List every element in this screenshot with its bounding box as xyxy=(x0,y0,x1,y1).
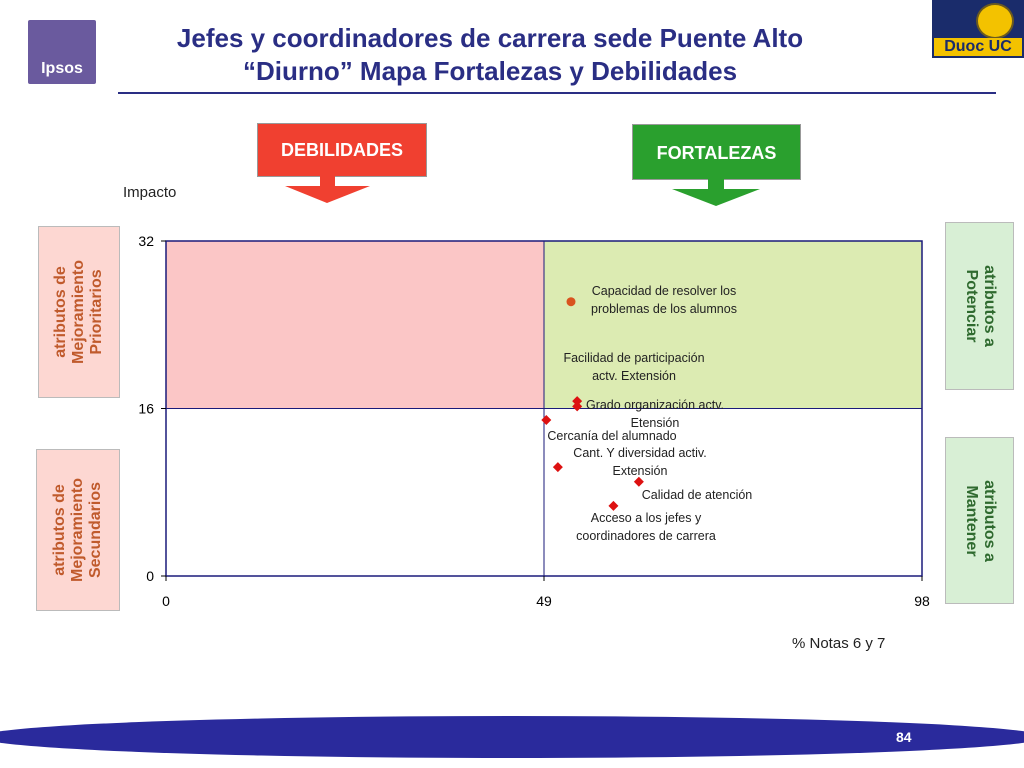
page-title: Jefes y coordinadores de carrera sede Pu… xyxy=(110,22,870,88)
x-axis-label: % Notas 6 y 7 xyxy=(792,635,885,652)
fortalezas-arrow-stem xyxy=(708,178,724,189)
y-tick-label: 16 xyxy=(138,401,154,417)
data-label: Calidad de atención xyxy=(642,488,753,502)
data-label: coordinadores de carrera xyxy=(576,529,716,543)
x-tick-label: 0 xyxy=(162,593,170,609)
data-point xyxy=(633,476,644,487)
data-label: Acceso a los jefes y xyxy=(591,511,702,525)
x-tick-label: 98 xyxy=(914,593,930,609)
data-label: Etensión xyxy=(631,416,680,430)
fortalezas-header: FORTALEZAS xyxy=(632,124,801,180)
x-tick-label: 49 xyxy=(536,593,552,609)
side-label-line: Prioritarios xyxy=(88,269,106,355)
side-label-line: atributos de xyxy=(52,266,70,358)
debilidades-header: DEBILIDADES xyxy=(257,123,427,177)
data-point xyxy=(566,297,576,307)
page-number: 84 xyxy=(896,729,912,745)
side-label-line: Mantener xyxy=(962,484,980,557)
footer-band xyxy=(0,716,1024,758)
data-label: actv. Extensión xyxy=(592,369,676,383)
data-label: Extensión xyxy=(613,464,668,478)
y-tick-label: 0 xyxy=(146,568,154,584)
data-label: Cercanía del alumnado xyxy=(547,429,676,443)
ipsos-logo: Ipsos xyxy=(28,20,96,84)
title-line-1: Jefes y coordinadores de carrera sede Pu… xyxy=(176,23,804,53)
duoc-seal-icon xyxy=(976,3,1014,39)
duoc-uc-logo: Duoc UC xyxy=(932,0,1024,58)
fortalezas-arrow-icon xyxy=(672,189,760,206)
data-label: Grado organización actv. xyxy=(586,398,724,412)
data-point xyxy=(552,462,563,473)
data-label: problemas de los alumnos xyxy=(591,302,737,316)
side-label-line: Mejoramiento xyxy=(69,477,87,583)
data-label: Facilidad de participación xyxy=(563,351,704,365)
y-tick-label: 32 xyxy=(138,233,154,249)
data-point xyxy=(572,401,583,412)
quadrant-fortalezas xyxy=(544,241,922,409)
y-axis-label: Impacto xyxy=(123,184,176,201)
data-point xyxy=(608,500,619,511)
side-label-line: Mejoramiento xyxy=(70,259,88,365)
ipsos-logo-text: Ipsos xyxy=(41,60,83,77)
quadrant-debilidades xyxy=(166,241,544,409)
debilidades-arrow-stem xyxy=(320,175,335,186)
title-divider xyxy=(118,92,996,94)
side-label-line: atributos a xyxy=(980,479,998,562)
side-label-line: atributos de xyxy=(51,484,69,576)
duoc-logo-text: Duoc UC xyxy=(934,38,1022,56)
side-label-line: Potenciar xyxy=(962,269,980,343)
side-label-line: Secundarios xyxy=(87,481,105,579)
data-point xyxy=(572,396,583,407)
mejoramiento-prioritarios-label: atributos de Mejoramiento Prioritarios xyxy=(38,226,120,398)
debilidades-arrow-icon xyxy=(285,186,370,203)
potenciar-label: atributos a Potenciar xyxy=(945,222,1014,390)
data-point xyxy=(541,415,552,426)
title-line-2: “Diurno” Mapa Fortalezas y Debilidades xyxy=(242,56,738,86)
mejoramiento-secundarios-label: atributos de Mejoramiento Secundarios xyxy=(36,449,120,611)
data-label: Cant. Y diversidad activ. xyxy=(573,446,706,460)
side-label-line: atributos a xyxy=(980,265,998,347)
data-label: Capacidad de resolver los xyxy=(592,284,737,298)
mantener-label: atributos a Mantener xyxy=(945,437,1014,604)
